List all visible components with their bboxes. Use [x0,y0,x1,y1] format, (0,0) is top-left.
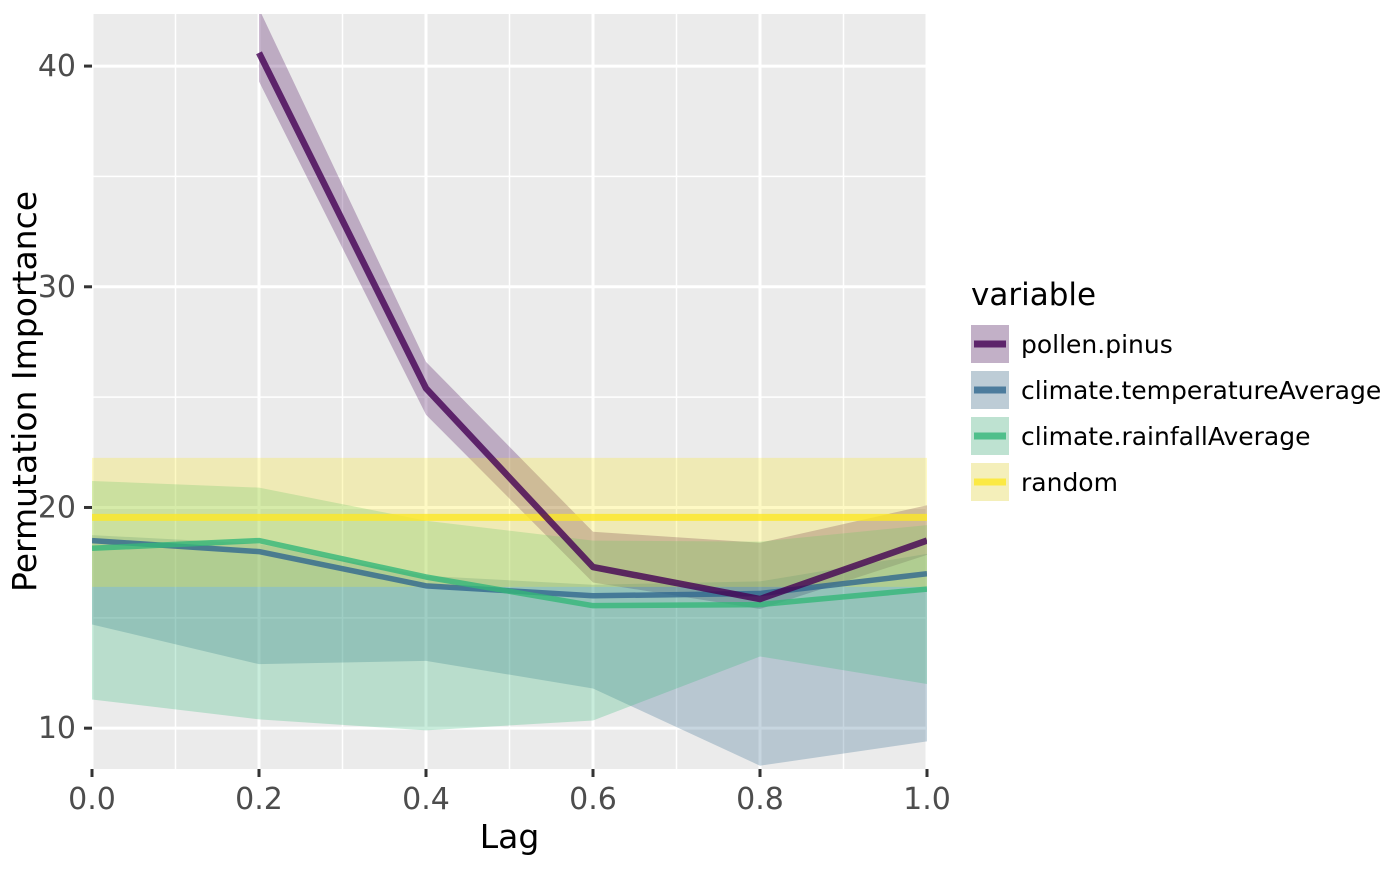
legend-label: climate.rainfallAverage [1021,422,1311,451]
line-pollen.pinus [256,51,927,603]
legend-item-climate.rainfallAverage: climate.rainfallAverage [971,417,1311,455]
x-tick-label: 0.2 [235,782,283,817]
x-tick-label: 0.6 [569,782,617,817]
ribbon-climate.rainfallAverage [92,480,927,731]
legend-label: random [1021,468,1118,497]
x-axis-title: Lag [480,817,540,856]
legend-item-pollen.pinus: pollen.pinus [971,325,1173,363]
legend-label: climate.temperatureAverage [1021,376,1381,405]
y-tick-label: 20 [38,490,76,525]
legend-item-random: random [971,463,1118,501]
x-tick-label: 0.4 [402,782,450,817]
legend-label: pollen.pinus [1021,330,1173,359]
legend: variable pollen.pinus climate.temperatureA… [971,277,1381,501]
legend-title: variable [971,277,1096,313]
x-tick-label: 0.8 [736,782,784,817]
axes: 0.0 0.2 0.4 0.6 0.8 1.0 10 20 30 40 Lag Permutation… [5,49,951,856]
y-axis-title: Permutation Importance [5,191,44,592]
data-layer [92,14,927,766]
ribbon-random [92,457,927,587]
legend-item-climate.temperatureAverage: climate.temperatureAverage [971,371,1381,409]
x-tick-label: 0.0 [68,782,116,817]
line-climate.rainfallAverage [92,537,927,609]
y-tick-label: 30 [38,270,76,305]
y-tick-label: 40 [38,49,76,84]
y-tick-label: 10 [38,711,76,746]
ribbon-pollen.pinus [259,14,927,609]
x-tick-label: 1.0 [903,782,951,817]
